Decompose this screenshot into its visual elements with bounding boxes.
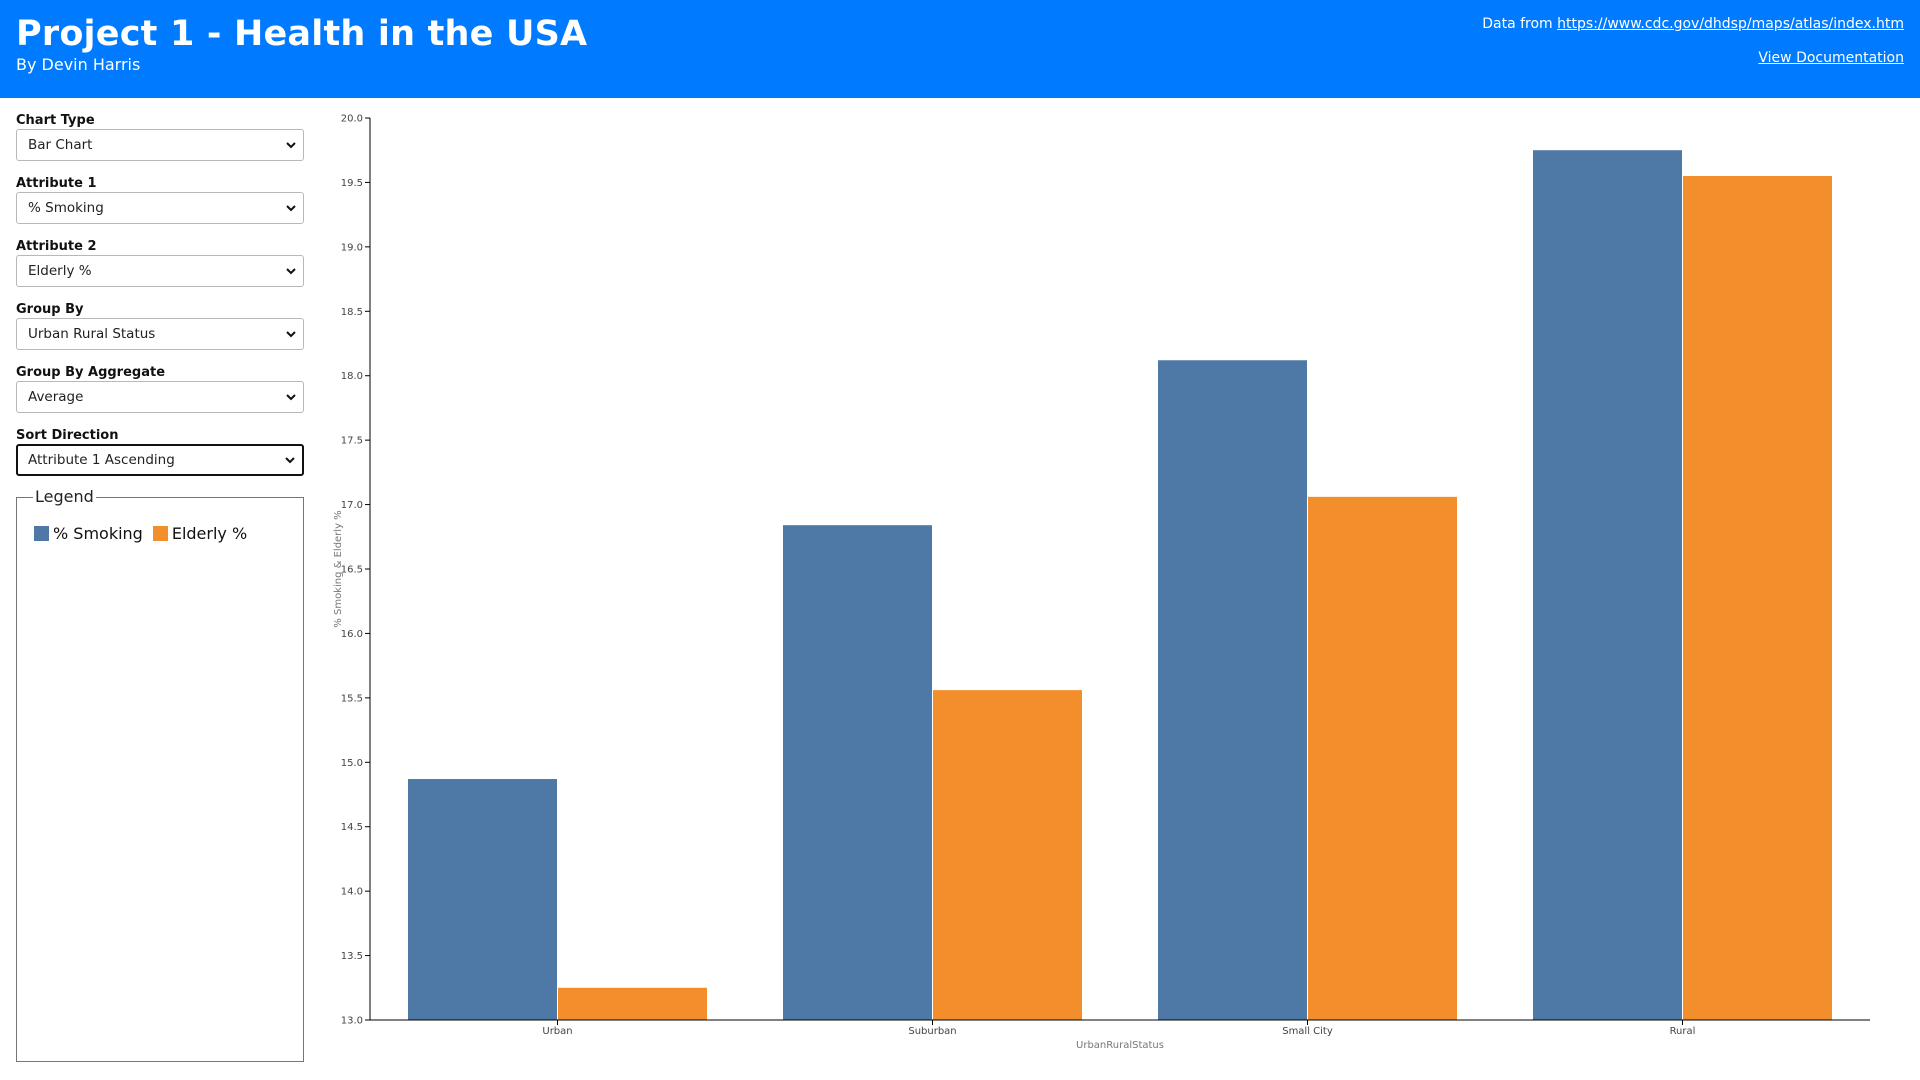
page-title: Project 1 - Health in the USA [16,14,588,54]
attribute-2-control: Attribute 2 Elderly % [16,238,304,301]
attribute-1-label: Attribute 1 [16,176,97,191]
bar-rural-attr1 [1533,150,1682,1020]
legend-item-smoking: % Smoking [34,524,143,543]
legend-label-smoking: % Smoking [53,524,143,543]
controls-sidebar: Chart Type Bar Chart Attribute 1 % Smoki… [16,112,304,490]
x-tick-label: Small City [1282,1026,1333,1037]
data-source-link[interactable]: https://www.cdc.gov/dhdsp/maps/atlas/ind… [1557,16,1904,32]
y-tick-label: 19.5 [341,178,363,189]
legend-items: % Smoking Elderly % [34,524,247,543]
bar-small-city-attr1 [1158,360,1307,1020]
y-tick-label: 16.5 [341,565,363,576]
sort-direction-control: Sort Direction Attribute 1 Ascending [16,427,304,490]
legend-title: Legend [33,487,96,506]
group-by-aggregate-value: Average [28,389,84,405]
legend-item-elderly: Elderly % [152,524,248,543]
y-tick-label: 17.5 [341,436,363,447]
author-byline: By Devin Harris [16,55,141,74]
attribute-2-label: Attribute 2 [16,239,97,254]
y-tick-label: 13.5 [341,951,363,962]
y-axis-title: % Smoking & Elderly % [333,510,344,627]
data-source-prefix: Data from [1482,16,1558,32]
y-tick-label: 14.5 [341,822,363,833]
bar-rural-attr2 [1683,175,1832,1020]
attribute-1-value: % Smoking [28,200,104,216]
chevron-down-icon [285,130,297,160]
y-tick-label: 15.0 [341,758,363,769]
chevron-down-icon [285,193,297,223]
attribute-1-select[interactable]: % Smoking [16,192,304,224]
y-tick-label: 18.5 [341,307,363,318]
bar-urban-attr1 [408,779,557,1020]
sort-direction-select[interactable]: Attribute 1 Ascending [16,444,304,476]
group-by-select[interactable]: Urban Rural Status [16,318,304,350]
attribute-1-control: Attribute 1 % Smoking [16,175,304,238]
bar-urban-attr2 [558,987,707,1020]
y-tick-label: 14.0 [341,887,363,898]
chevron-down-icon [285,382,297,412]
y-tick-label: 18.0 [341,371,363,382]
x-axis-title: UrbanRuralStatus [1076,1040,1164,1051]
chart-type-label: Chart Type [16,113,95,128]
group-by-control: Group By Urban Rural Status [16,301,304,364]
chart-type-select[interactable]: Bar Chart [16,129,304,161]
page-header: Project 1 - Health in the USA By Devin H… [0,0,1920,98]
chevron-down-icon [284,446,296,474]
y-tick-label: 15.5 [341,693,363,704]
bar-suburban-attr1 [783,525,932,1020]
attribute-2-select[interactable]: Elderly % [16,255,304,287]
chevron-down-icon [285,319,297,349]
group-by-aggregate-control: Group By Aggregate Average [16,364,304,427]
y-tick-label: 17.0 [341,500,363,511]
y-tick-label: 16.0 [341,629,363,640]
legend-swatch-elderly [152,526,168,541]
bar-chart: Urban Suburban Small City Rural 13.0 13.5 14.0… [333,114,1870,1051]
legend-label-elderly: Elderly % [171,524,248,543]
group-by-aggregate-select[interactable]: Average [16,381,304,413]
y-tick-label: 20.0 [341,114,363,125]
chevron-down-icon [285,256,297,286]
chart-area: Urban Suburban Small City Rural 13.0 13.5 14.0… [0,98,1920,1080]
bar-small-city-attr2 [1308,496,1457,1021]
chart-type-control: Chart Type Bar Chart [16,112,304,175]
y-tick-label: 13.0 [341,1016,363,1027]
bar-suburban-attr2 [933,690,1082,1020]
group-by-value: Urban Rural Status [28,326,156,342]
chart-type-value: Bar Chart [28,137,93,153]
y-tick-label: 19.0 [341,242,363,253]
group-by-label: Group By [16,302,84,317]
group-by-aggregate-label: Group By Aggregate [16,365,166,380]
x-tick-label: Suburban [908,1026,956,1037]
sort-direction-value: Attribute 1 Ascending [28,452,175,468]
view-documentation-link[interactable]: View Documentation [1758,50,1904,66]
legend-swatch-smoking [34,526,49,541]
sort-direction-label: Sort Direction [16,428,119,443]
data-source: Data from https://www.cdc.gov/dhdsp/maps… [1482,16,1904,32]
x-tick-label: Urban [542,1026,572,1037]
x-tick-label: Rural [1670,1026,1696,1037]
attribute-2-value: Elderly % [28,263,92,279]
legend-box: Legend % Smoking Elderly % [16,487,304,1062]
